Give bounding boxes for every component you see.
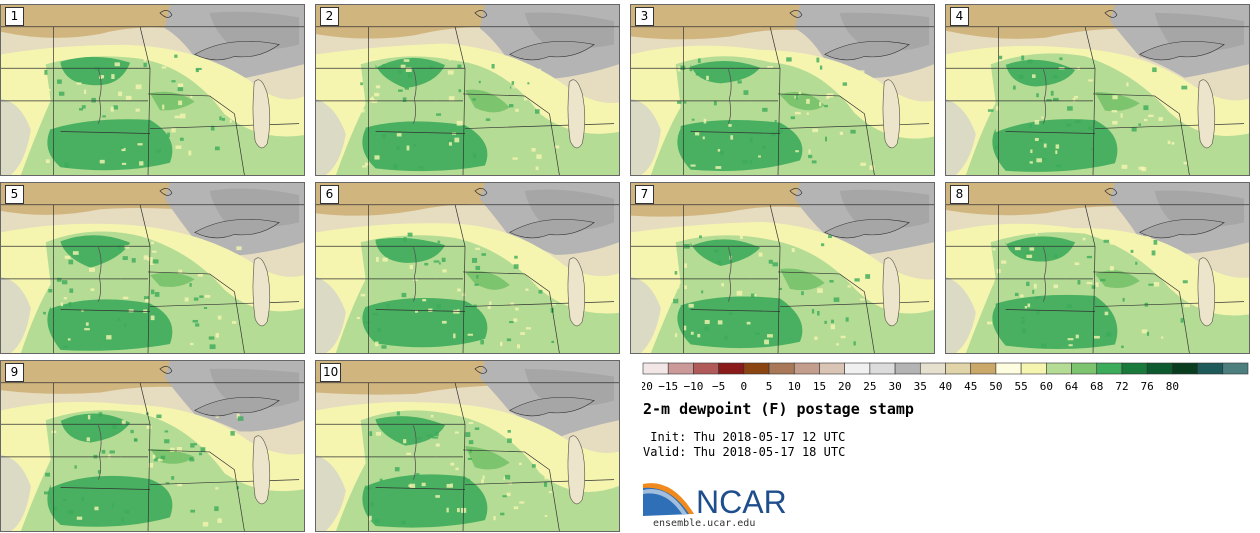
colorbar-swatch [945,362,972,375]
member-label: 8 [950,185,969,204]
colorbar-tick-label: 68 [1090,380,1103,393]
colorbar-swatch [869,362,896,375]
colorbar-tick-label: 0 [741,380,748,393]
ensemble-member-map: 10 [315,360,620,532]
init-time: Init: Thu 2018-05-17 12 UTC [643,430,846,444]
colorbar-tick-label: 35 [914,380,927,393]
dewpoint-field [1,361,304,531]
colorbar-swatch [1071,362,1098,375]
colorbar-swatch [1121,362,1148,375]
dewpoint-field [316,5,619,175]
ncar-logo: NCAR [643,483,787,518]
site-url: ensemble.ucar.edu [653,518,756,529]
ensemble-member-map: 9 [0,360,305,532]
colorbar-swatch [1020,362,1047,375]
colorbar-swatch [1146,362,1173,375]
figure-title: 2-m dewpoint (F) postage stamp [643,400,914,418]
colorbar-swatch [768,362,795,375]
dewpoint-field [946,5,1249,175]
colorbar-swatch [1172,362,1198,375]
dewpoint-field [316,183,619,353]
member-label: 10 [320,363,342,382]
member-label: 9 [5,363,24,382]
colorbar-tick-label: 25 [863,380,876,393]
ensemble-member-map: 3 [630,4,935,176]
ensemble-member-map: 4 [945,4,1250,176]
colorbar-tick-label: 50 [989,380,1002,393]
member-label: 4 [950,7,969,26]
colorbar-swatch [844,362,871,375]
colorbar-tick-label: 15 [813,380,826,393]
colorbar-swatch [1046,362,1072,375]
colorbar-tick-label: 10 [788,380,801,393]
colorbar-tick-label: 30 [888,380,901,393]
ensemble-member-map: 6 [315,182,620,354]
ensemble-member-map: 8 [945,182,1250,354]
dewpoint-field [316,361,619,531]
member-label: 3 [635,7,654,26]
ensemble-member-map: 1 [0,4,305,176]
colorbar-swatch [819,362,845,375]
colorbar-tick-label: 76 [1141,380,1154,393]
colorbar-swatch [1222,362,1249,375]
colorbar-tick-label: 64 [1065,380,1079,393]
colorbar-tick-label: 45 [964,380,977,393]
colorbar-swatch [718,362,745,375]
colorbar-tick-label: 5 [766,380,773,393]
colorbar-tick-label: −10 [683,380,703,393]
ensemble-member-map: 7 [630,182,935,354]
dewpoint-field [1,5,304,175]
colorbar-tick-label: 55 [1015,380,1028,393]
member-label: 1 [5,7,24,26]
colorbar-tick-label: 20 [838,380,851,393]
colorbar-tick-label: −15 [658,380,678,393]
colorbar-swatch [693,362,719,375]
ensemble-member-map: 2 [315,4,620,176]
colorbar-swatch [743,362,770,375]
colorbar-tick-label: −20 [642,380,653,393]
colorbar-tick-label: −5 [712,380,725,393]
dewpoint-field [946,183,1249,353]
member-label: 2 [320,7,339,26]
dewpoint-field [1,183,304,353]
colorbar-swatch [1197,362,1224,375]
dewpoint-field [631,5,934,175]
dewpoint-field [631,183,934,353]
dewpoint-colorbar: −20 −15 −10 −5 0 5 10 15 20 25 30 35 40 45 50 55 60 64 68 7… [642,362,1249,393]
member-label: 6 [320,185,339,204]
colorbar-tick-label: 60 [1040,380,1053,393]
colorbar-swatch [970,362,997,375]
member-label: 7 [635,185,654,204]
colorbar-swatch [667,362,694,375]
colorbar-swatch [1096,362,1123,375]
colorbar-swatch [995,362,1022,375]
colorbar-swatch [642,362,669,375]
colorbar-swatch [793,362,820,375]
colorbar-tick-label: 40 [939,380,952,393]
member-label: 5 [5,185,24,204]
logo-text: NCAR [696,484,787,518]
colorbar-tick-label: 80 [1166,380,1179,393]
valid-time: Valid: Thu 2018-05-17 18 UTC [643,445,846,459]
colorbar-swatch [894,362,921,375]
ensemble-member-map: 5 [0,182,305,354]
colorbar-tick-label: 72 [1115,380,1128,393]
colorbar-swatch [919,362,946,375]
